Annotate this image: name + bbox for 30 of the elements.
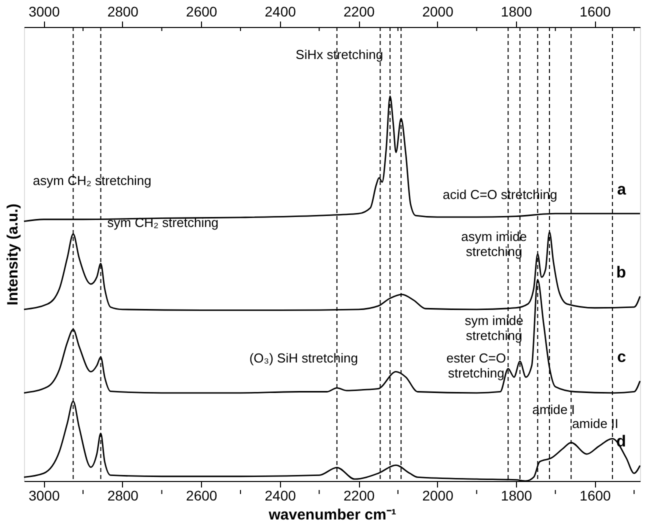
x2-tick-label: 2600 [186,4,218,20]
x2-tick-label: 1600 [580,4,612,20]
x-tick-label: 2200 [343,488,375,504]
x2-tick-label: 2800 [107,4,139,20]
x2-tick-label: 3000 [28,4,60,20]
x-tick-label: 2000 [422,488,454,504]
x-tick-label: 2600 [186,488,218,504]
series-label: c [617,348,626,366]
x-tick-label: 1800 [500,488,532,504]
y-axis-title: Intensity (a.u.) [4,204,22,306]
annotation: acid C=O stretching [442,187,558,202]
annotation: ester C=O stretching [446,350,506,381]
x2-tick-label: 2400 [264,4,296,20]
x-tick-label: 1600 [580,488,612,504]
annotation: amide II [572,416,618,431]
x-axis-title: wavenumber cm⁻¹ [268,506,396,524]
annotation: amide I [532,402,575,417]
x-tick-label: 2400 [264,488,296,504]
text: SiHx stretching [296,47,384,62]
x-tick-label: 2800 [107,488,139,504]
annotation: (O₃) SiH stretching [249,350,358,366]
x2-tick-label: 2200 [343,4,375,20]
annotation: asym CH₂ stretching [32,173,152,188]
annotation: asym imide stretching [461,229,527,260]
x-tick-label: 3000 [28,488,60,504]
x2-tick-label: 2000 [422,4,454,20]
annotation: sym imide stretching [464,313,524,344]
x2-tick-label: 1800 [500,4,532,20]
series-label: b [616,264,626,282]
series-label: a [617,182,626,199]
